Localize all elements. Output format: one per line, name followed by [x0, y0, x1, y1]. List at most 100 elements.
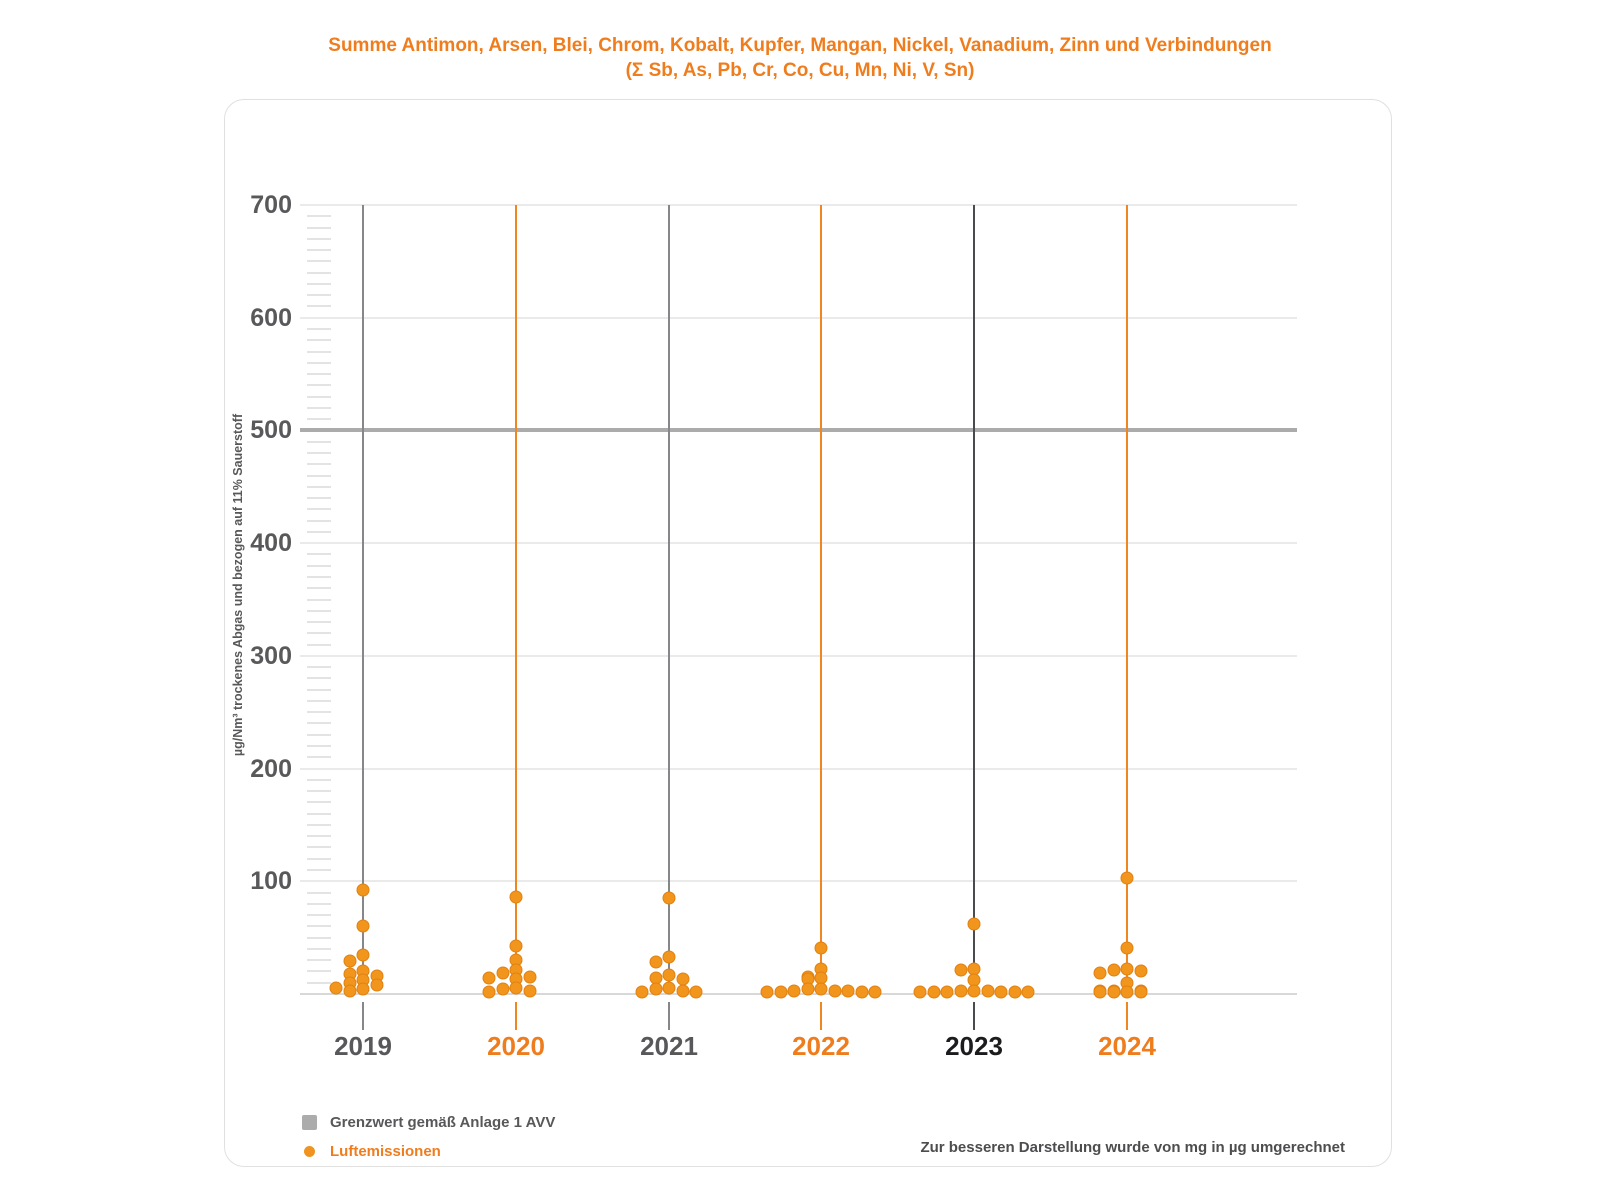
category-tick-2021 — [668, 1002, 670, 1030]
data-point-2024[interactable] — [1107, 985, 1120, 999]
data-point-2019[interactable] — [343, 954, 356, 968]
data-point-2022[interactable] — [855, 985, 868, 999]
data-point-2024[interactable] — [1107, 963, 1120, 977]
data-point-2020[interactable] — [509, 939, 523, 953]
data-point-2020[interactable] — [523, 970, 536, 984]
data-point-2023[interactable] — [954, 984, 967, 998]
y-minor-tick — [307, 508, 331, 511]
y-tick-label-300: 300 — [250, 641, 292, 670]
y-minor-tick — [307, 699, 331, 702]
data-point-2022[interactable] — [828, 984, 841, 998]
data-point-2020[interactable] — [509, 981, 523, 995]
data-point-2023[interactable] — [940, 985, 954, 999]
data-point-2020[interactable] — [496, 966, 509, 980]
data-point-2024[interactable] — [1120, 871, 1134, 885]
data-point-2023[interactable] — [967, 917, 981, 931]
limit-swatch-icon — [302, 1115, 317, 1130]
y-minor-tick — [307, 294, 331, 297]
data-point-2022[interactable] — [787, 984, 801, 998]
category-line-2021 — [668, 205, 670, 994]
data-point-2022[interactable] — [774, 985, 787, 999]
emissions-swatch-icon — [304, 1146, 315, 1157]
y-minor-tick — [307, 869, 331, 871]
gridline-700 — [300, 204, 1297, 206]
category-label-2024: 2024 — [1098, 1031, 1156, 1061]
data-point-2022[interactable] — [814, 982, 828, 996]
data-point-2023[interactable] — [913, 985, 927, 999]
limit-line-500 — [300, 428, 1297, 433]
y-minor-tick — [307, 688, 331, 691]
y-minor-tick — [307, 643, 331, 646]
data-point-2020[interactable] — [523, 984, 536, 998]
data-point-2024[interactable] — [1134, 985, 1147, 999]
data-point-2019[interactable] — [343, 984, 356, 998]
data-point-2024[interactable] — [1134, 964, 1147, 978]
data-point-2021[interactable] — [689, 985, 703, 999]
data-point-2024[interactable] — [1093, 985, 1107, 999]
y-minor-tick — [307, 564, 331, 567]
data-point-2024[interactable] — [1120, 941, 1134, 955]
category-line-2023 — [973, 205, 975, 994]
data-point-2021[interactable] — [649, 955, 662, 969]
data-point-2019[interactable] — [356, 919, 370, 933]
y-minor-tick — [307, 384, 331, 387]
y-tick-label-400: 400 — [250, 529, 292, 558]
data-point-2023[interactable] — [1008, 985, 1021, 999]
legend-item-emissions[interactable]: Luftemissionen — [302, 1137, 555, 1166]
data-point-2022[interactable] — [801, 982, 814, 996]
footnote: Zur besseren Darstellung wurde von mg in… — [920, 1139, 1345, 1156]
data-point-2020[interactable] — [509, 890, 523, 904]
data-point-2023[interactable] — [927, 985, 940, 999]
data-point-2021[interactable] — [662, 950, 676, 964]
data-point-2021[interactable] — [662, 891, 676, 905]
y-minor-tick — [307, 677, 331, 680]
data-point-2020[interactable] — [496, 982, 509, 996]
data-point-2023[interactable] — [954, 963, 967, 977]
y-minor-tick — [307, 959, 331, 962]
category-tick-2023 — [973, 1002, 975, 1030]
y-minor-tick — [307, 361, 331, 364]
data-point-2024[interactable] — [1120, 985, 1134, 999]
y-minor-tick — [307, 260, 331, 263]
y-minor-tick — [307, 553, 331, 556]
data-point-2021[interactable] — [649, 982, 662, 996]
data-point-2021[interactable] — [662, 968, 676, 982]
data-point-2023[interactable] — [981, 984, 994, 998]
y-minor-tick — [307, 305, 331, 308]
y-minor-tick — [307, 485, 331, 488]
y-minor-tick — [307, 666, 331, 669]
category-tick-2020 — [515, 1002, 517, 1030]
data-point-2022[interactable] — [868, 985, 882, 999]
data-point-2024[interactable] — [1093, 966, 1107, 980]
data-point-2021[interactable] — [635, 985, 649, 999]
y-minor-tick — [307, 598, 331, 601]
y-minor-tick — [307, 226, 331, 229]
gridline-400 — [300, 542, 1297, 545]
data-point-2023[interactable] — [994, 985, 1008, 999]
y-minor-tick — [307, 215, 331, 218]
data-point-2019[interactable] — [356, 982, 370, 996]
data-point-2019[interactable] — [370, 978, 383, 992]
y-minor-tick — [307, 891, 331, 894]
y-minor-tick — [307, 756, 331, 759]
data-point-2022[interactable] — [814, 941, 828, 955]
chart-title: Summe Antimon, Arsen, Blei, Chrom, Kobal… — [0, 33, 1600, 83]
data-point-2020[interactable] — [482, 985, 496, 999]
y-minor-tick — [307, 519, 331, 522]
data-point-2019[interactable] — [356, 948, 370, 962]
data-point-2023[interactable] — [1021, 985, 1035, 999]
data-point-2022[interactable] — [760, 985, 774, 999]
data-point-2019[interactable] — [329, 981, 343, 995]
data-point-2020[interactable] — [482, 971, 496, 985]
data-point-2021[interactable] — [662, 981, 676, 995]
category-label-2021: 2021 — [640, 1031, 698, 1061]
data-point-2024[interactable] — [1120, 962, 1134, 976]
data-point-2019[interactable] — [356, 883, 370, 897]
category-tick-2022 — [820, 1002, 822, 1030]
y-minor-tick — [307, 981, 331, 984]
legend-item-limit[interactable]: Grenzwert gemäß Anlage 1 AVV — [302, 1108, 555, 1137]
y-minor-tick — [307, 474, 331, 477]
data-point-2021[interactable] — [676, 984, 689, 998]
data-point-2022[interactable] — [841, 984, 855, 998]
data-point-2023[interactable] — [967, 984, 981, 998]
